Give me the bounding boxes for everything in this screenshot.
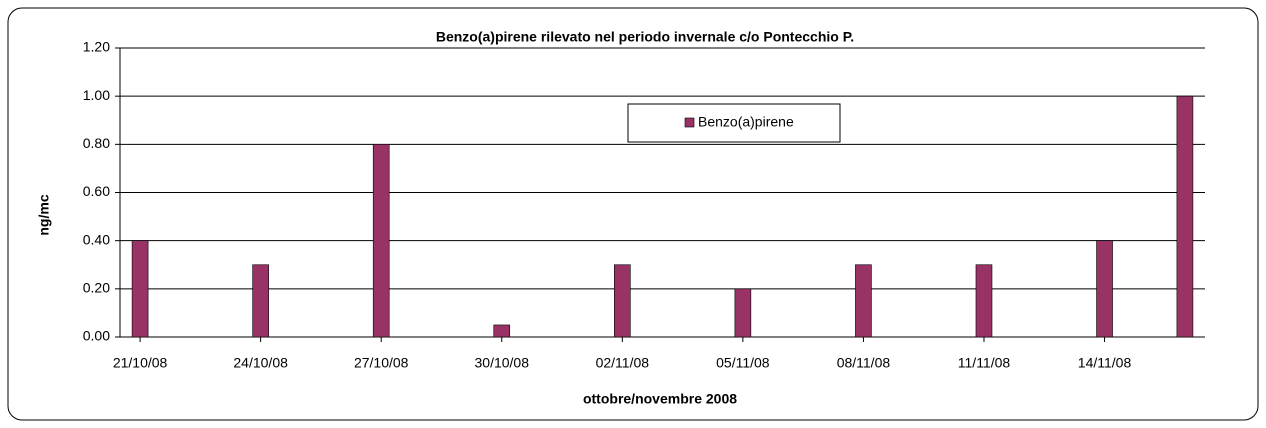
x-tick-label: 08/11/08 bbox=[837, 355, 891, 371]
bar bbox=[614, 264, 631, 338]
x-tick-label: 05/11/08 bbox=[716, 355, 770, 371]
x-tick-label: 30/10/08 bbox=[475, 355, 530, 371]
y-tick-label: 0.40 bbox=[83, 231, 110, 247]
x-axis-label: ottobre/novembre 2008 bbox=[583, 391, 737, 407]
y-tick-label: 0.00 bbox=[83, 328, 110, 344]
legend-box bbox=[627, 103, 841, 143]
y-tick-label: 0.20 bbox=[83, 280, 110, 296]
chart-frame bbox=[7, 7, 1259, 421]
bar bbox=[372, 144, 390, 338]
bar bbox=[1096, 240, 1113, 338]
legend-swatch bbox=[684, 117, 695, 128]
chart-title: Benzo(a)pirene rilevato nel periodo inve… bbox=[436, 29, 854, 45]
legend-label: Benzo(a)pirene bbox=[698, 114, 794, 130]
y-axis-label: ng/mc bbox=[36, 194, 52, 235]
bar bbox=[855, 264, 872, 338]
y-tick-label: 1.20 bbox=[83, 39, 110, 55]
bar bbox=[1176, 95, 1194, 338]
y-tick-label: 0.80 bbox=[83, 135, 110, 151]
x-tick-label: 27/10/08 bbox=[354, 355, 409, 371]
x-tick-label: 24/10/08 bbox=[233, 355, 288, 371]
y-tick-label: 1.00 bbox=[83, 87, 110, 103]
x-tick-label: 21/10/08 bbox=[113, 355, 168, 371]
y-tick-label: 0.60 bbox=[83, 183, 110, 199]
x-tick-label: 14/11/08 bbox=[1078, 355, 1132, 371]
bar bbox=[493, 324, 511, 338]
x-tick-label: 11/11/08 bbox=[958, 355, 1011, 371]
bar bbox=[734, 288, 752, 338]
bar bbox=[975, 264, 993, 338]
bar bbox=[131, 240, 149, 338]
bar bbox=[252, 264, 269, 338]
x-tick-label: 02/11/08 bbox=[596, 355, 650, 371]
